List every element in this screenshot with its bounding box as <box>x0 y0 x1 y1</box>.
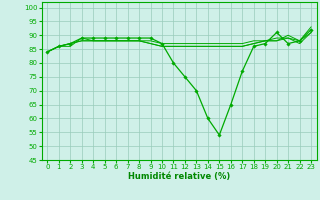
X-axis label: Humidité relative (%): Humidité relative (%) <box>128 172 230 181</box>
